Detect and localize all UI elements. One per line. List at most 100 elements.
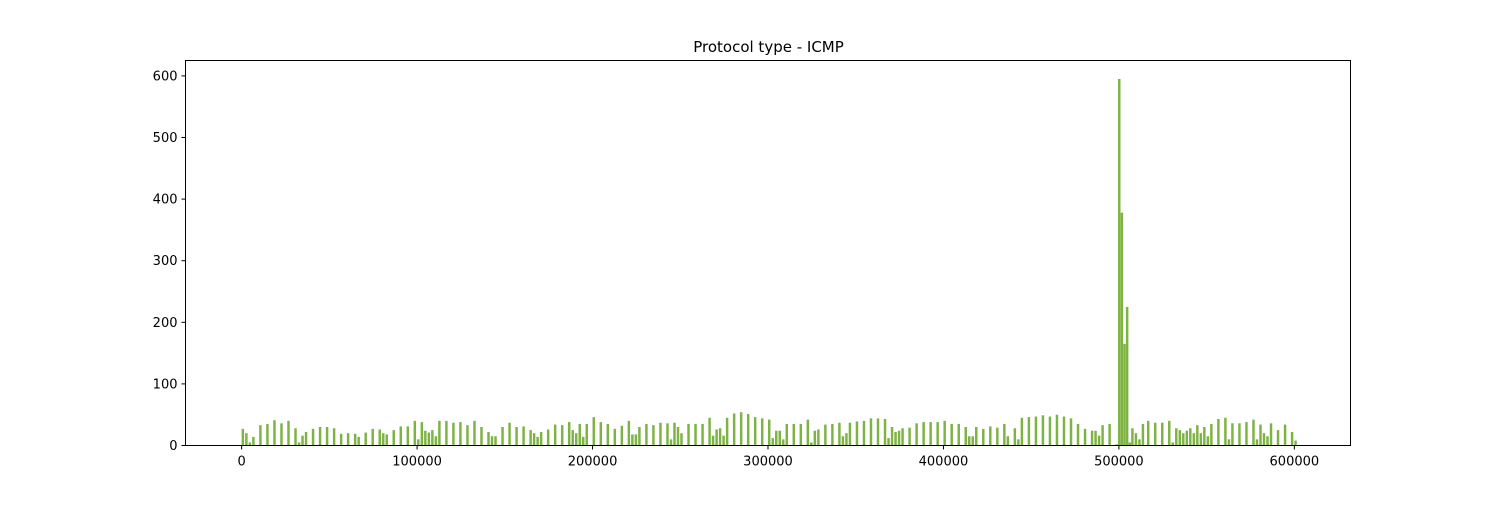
bar-118 [890,427,894,446]
bar-165 [1141,423,1145,446]
bar-74 [659,422,662,446]
bar-138 [1006,436,1010,446]
bar-178 [1199,433,1203,446]
chart-title: Protocol type - ICMP [693,38,844,56]
x-tick-label-2: 200000 [568,455,618,470]
bar-29 [413,420,417,446]
bar-180 [1206,436,1210,446]
x-tick-label-4: 400000 [919,455,969,470]
bar-152 [1094,430,1097,446]
bar-84 [711,435,715,446]
bar-124 [922,422,925,446]
bar-75 [666,423,669,446]
bar-148 [1069,418,1073,446]
bar-159 [1123,343,1126,446]
bar-16 [332,428,336,446]
bar-106 [824,424,827,446]
bar-195 [1283,424,1287,446]
bar-41 [473,420,476,446]
bar-38 [452,422,455,446]
y-tick-label-4: 400 [153,193,178,208]
bar-108 [838,422,841,446]
bar-66 [613,428,617,446]
bar-133 [975,427,978,446]
bars-layer [241,78,1297,446]
bar-71 [638,427,641,446]
bar-6 [273,420,276,446]
x-tick-label-5: 500000 [1094,455,1144,470]
bar-85 [715,429,718,446]
bar-172 [1178,430,1182,446]
bar-103 [810,442,813,446]
bar-7 [280,423,283,446]
bar-100 [792,423,796,446]
bar-39 [459,422,462,446]
bar-77 [673,422,676,446]
bar-144 [1041,415,1045,446]
bar-167 [1153,422,1157,446]
bar-81 [694,423,697,446]
y-tick-label-6: 600 [153,69,178,84]
bar-42 [480,427,483,446]
x-tick-label-1: 100000 [392,455,442,470]
bar-19 [353,433,357,446]
x-tick-label-0: 0 [238,455,246,470]
bar-13 [311,428,315,446]
bar-27 [399,426,403,446]
bar-154 [1101,425,1104,446]
bar-173 [1182,433,1185,446]
bar-4 [259,425,262,446]
bar-31 [420,422,424,446]
bar-92 [753,417,757,446]
bar-197 [1294,440,1297,446]
bar-56 [560,425,564,446]
x-tick-label-3: 300000 [743,455,793,470]
bar-99 [785,423,789,446]
y-tick-label-0: 0 [169,439,177,454]
bar-61 [582,436,585,446]
bar-65 [606,423,610,446]
bar-191 [1262,433,1266,446]
bar-18 [346,433,350,446]
bar-36 [438,420,441,446]
bar-137 [1003,423,1006,446]
bar-123 [915,423,918,446]
bar-72 [645,423,648,446]
bar-14 [318,427,322,446]
bar-158 [1120,212,1124,446]
bar-157 [1118,78,1121,446]
bar-166 [1146,420,1150,446]
plot-frame [185,60,1351,446]
x-tick-label-6: 600000 [1270,455,1320,470]
bar-52 [536,436,539,446]
bar-59 [575,433,578,446]
bar-164 [1138,439,1141,446]
bar-0 [241,428,245,446]
bar-179 [1203,427,1206,446]
bar-146 [1055,414,1059,446]
bar-174 [1185,430,1189,446]
bar-156 [1115,444,1118,446]
bar-163 [1134,433,1138,446]
bar-111 [848,422,852,446]
bar-35 [434,436,438,446]
y-tick-label-1: 100 [153,377,178,392]
bar-44 [490,436,494,446]
bar-129 [957,423,960,446]
bar-184 [1227,439,1231,446]
bar-187 [1245,422,1248,446]
bar-193 [1269,423,1273,446]
bar-113 [862,420,866,446]
bar-112 [855,421,859,446]
bar-91 [746,414,750,446]
bar-80 [687,423,690,446]
y-tick-label-5: 500 [153,131,178,146]
bar-67 [620,425,624,446]
bar-130 [964,427,967,446]
bar-60 [578,423,581,446]
bar-135 [989,426,992,446]
bar-186 [1238,423,1241,446]
bar-170 [1171,442,1174,446]
y-tick-label-3: 300 [153,254,178,269]
